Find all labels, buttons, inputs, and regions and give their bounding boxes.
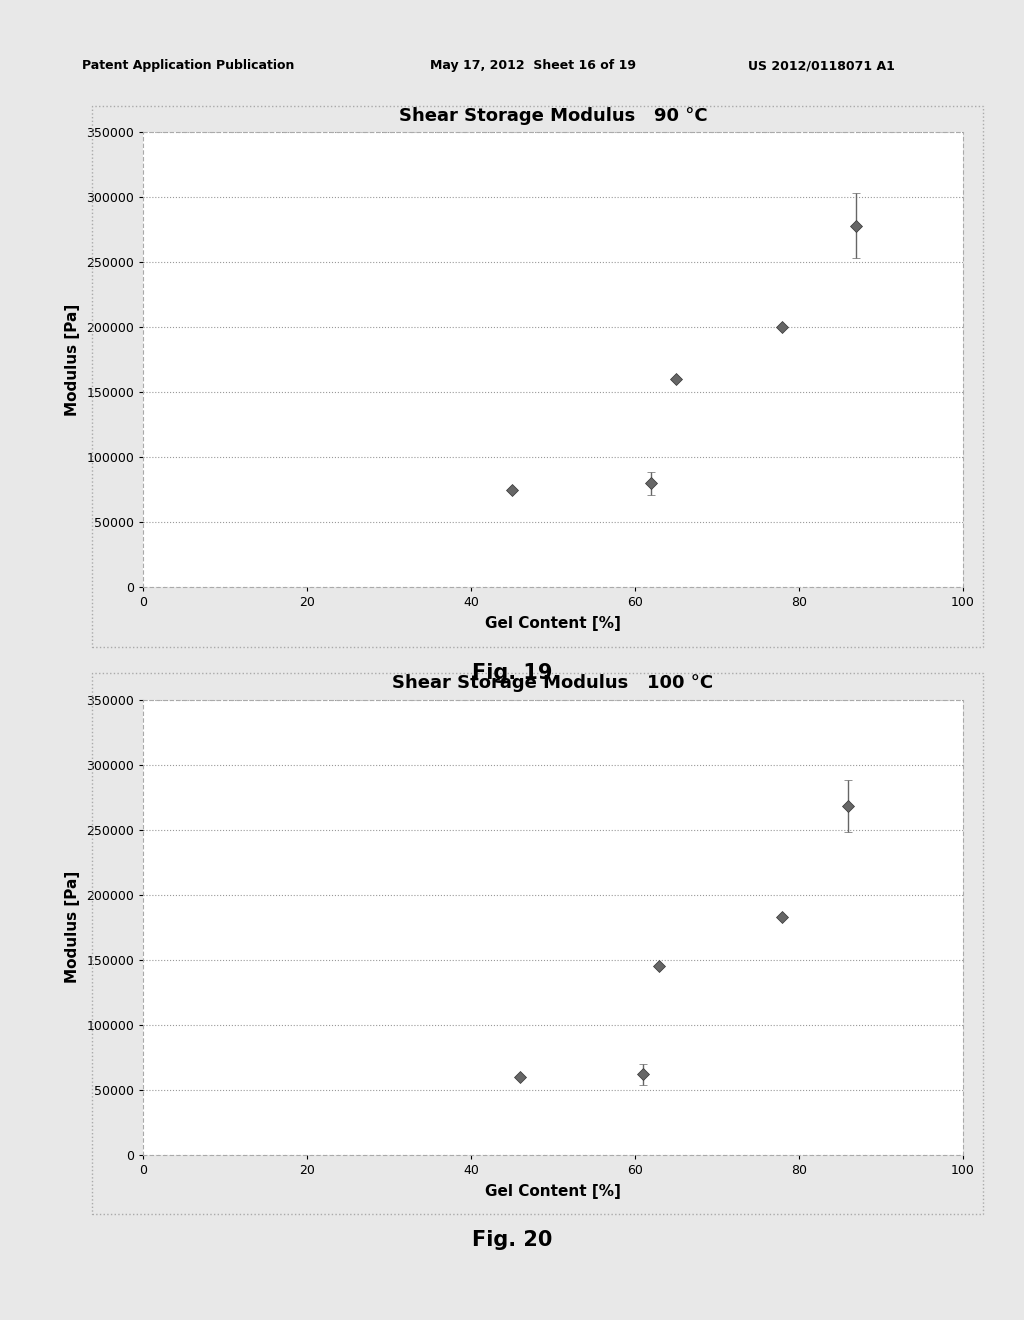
Title: Shear Storage Modulus   100 °C: Shear Storage Modulus 100 °C xyxy=(392,675,714,693)
Text: Patent Application Publication: Patent Application Publication xyxy=(82,59,294,73)
Text: Fig. 19: Fig. 19 xyxy=(472,663,552,682)
X-axis label: Gel Content [%]: Gel Content [%] xyxy=(485,1184,621,1199)
X-axis label: Gel Content [%]: Gel Content [%] xyxy=(485,616,621,631)
Y-axis label: Modulus [Pa]: Modulus [Pa] xyxy=(65,304,80,416)
Text: Fig. 20: Fig. 20 xyxy=(472,1230,552,1250)
Y-axis label: Modulus [Pa]: Modulus [Pa] xyxy=(65,871,80,983)
Text: May 17, 2012  Sheet 16 of 19: May 17, 2012 Sheet 16 of 19 xyxy=(430,59,636,73)
Title: Shear Storage Modulus   90 °C: Shear Storage Modulus 90 °C xyxy=(398,107,708,125)
Text: US 2012/0118071 A1: US 2012/0118071 A1 xyxy=(748,59,894,73)
